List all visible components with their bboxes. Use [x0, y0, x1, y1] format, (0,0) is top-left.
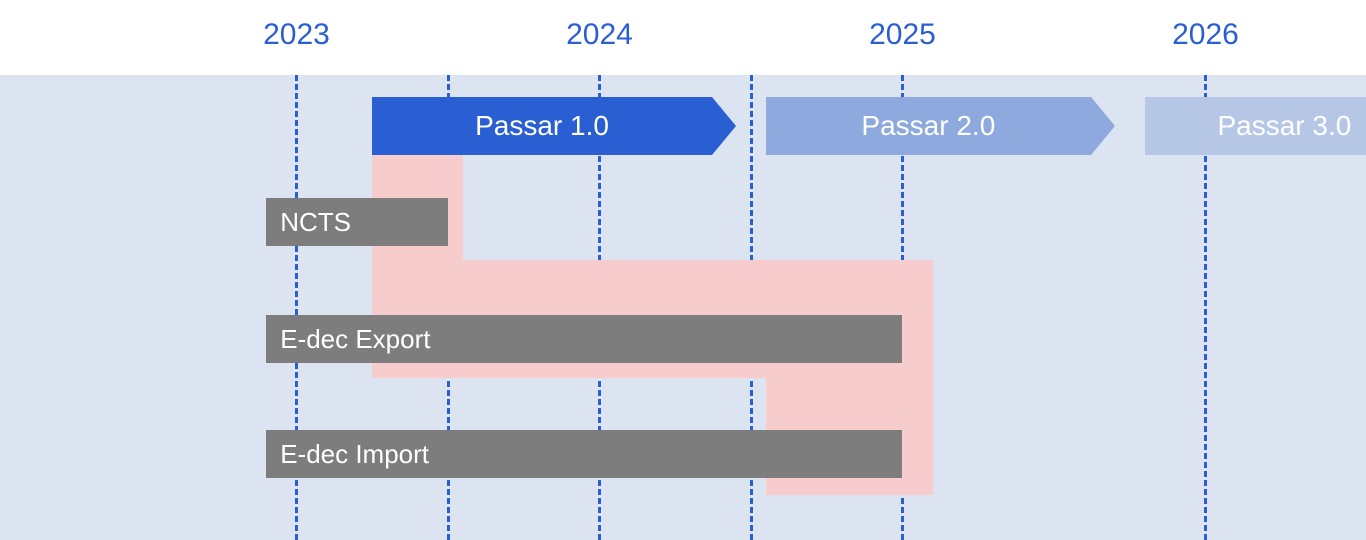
phase-label: Passar 3.0 [1145, 97, 1366, 155]
system-bar-label: E-dec Export [266, 324, 430, 355]
chart-header [0, 0, 1366, 75]
system-bar: NCTS [266, 198, 448, 246]
system-bar: E-dec Export [266, 315, 902, 363]
system-bar-label: NCTS [266, 207, 351, 238]
year-label: 2023 [263, 18, 330, 52]
system-bar: E-dec Import [266, 430, 902, 478]
year-label: 2024 [566, 18, 633, 52]
year-label: 2026 [1172, 18, 1239, 52]
roadmap-chart: 2023 2024 2025 2026 Passar 1.0 Passar 2.0 Pass… [0, 0, 1366, 540]
phase-chevron: Passar 3.0 [1145, 97, 1366, 155]
phase-chevron: Passar 1.0 [372, 97, 736, 155]
phase-label: Passar 2.0 [766, 97, 1090, 155]
phase-label: Passar 1.0 [372, 97, 712, 155]
system-bar-label: E-dec Import [266, 439, 429, 470]
phase-chevron: Passar 2.0 [766, 97, 1114, 155]
year-label: 2025 [869, 18, 936, 52]
